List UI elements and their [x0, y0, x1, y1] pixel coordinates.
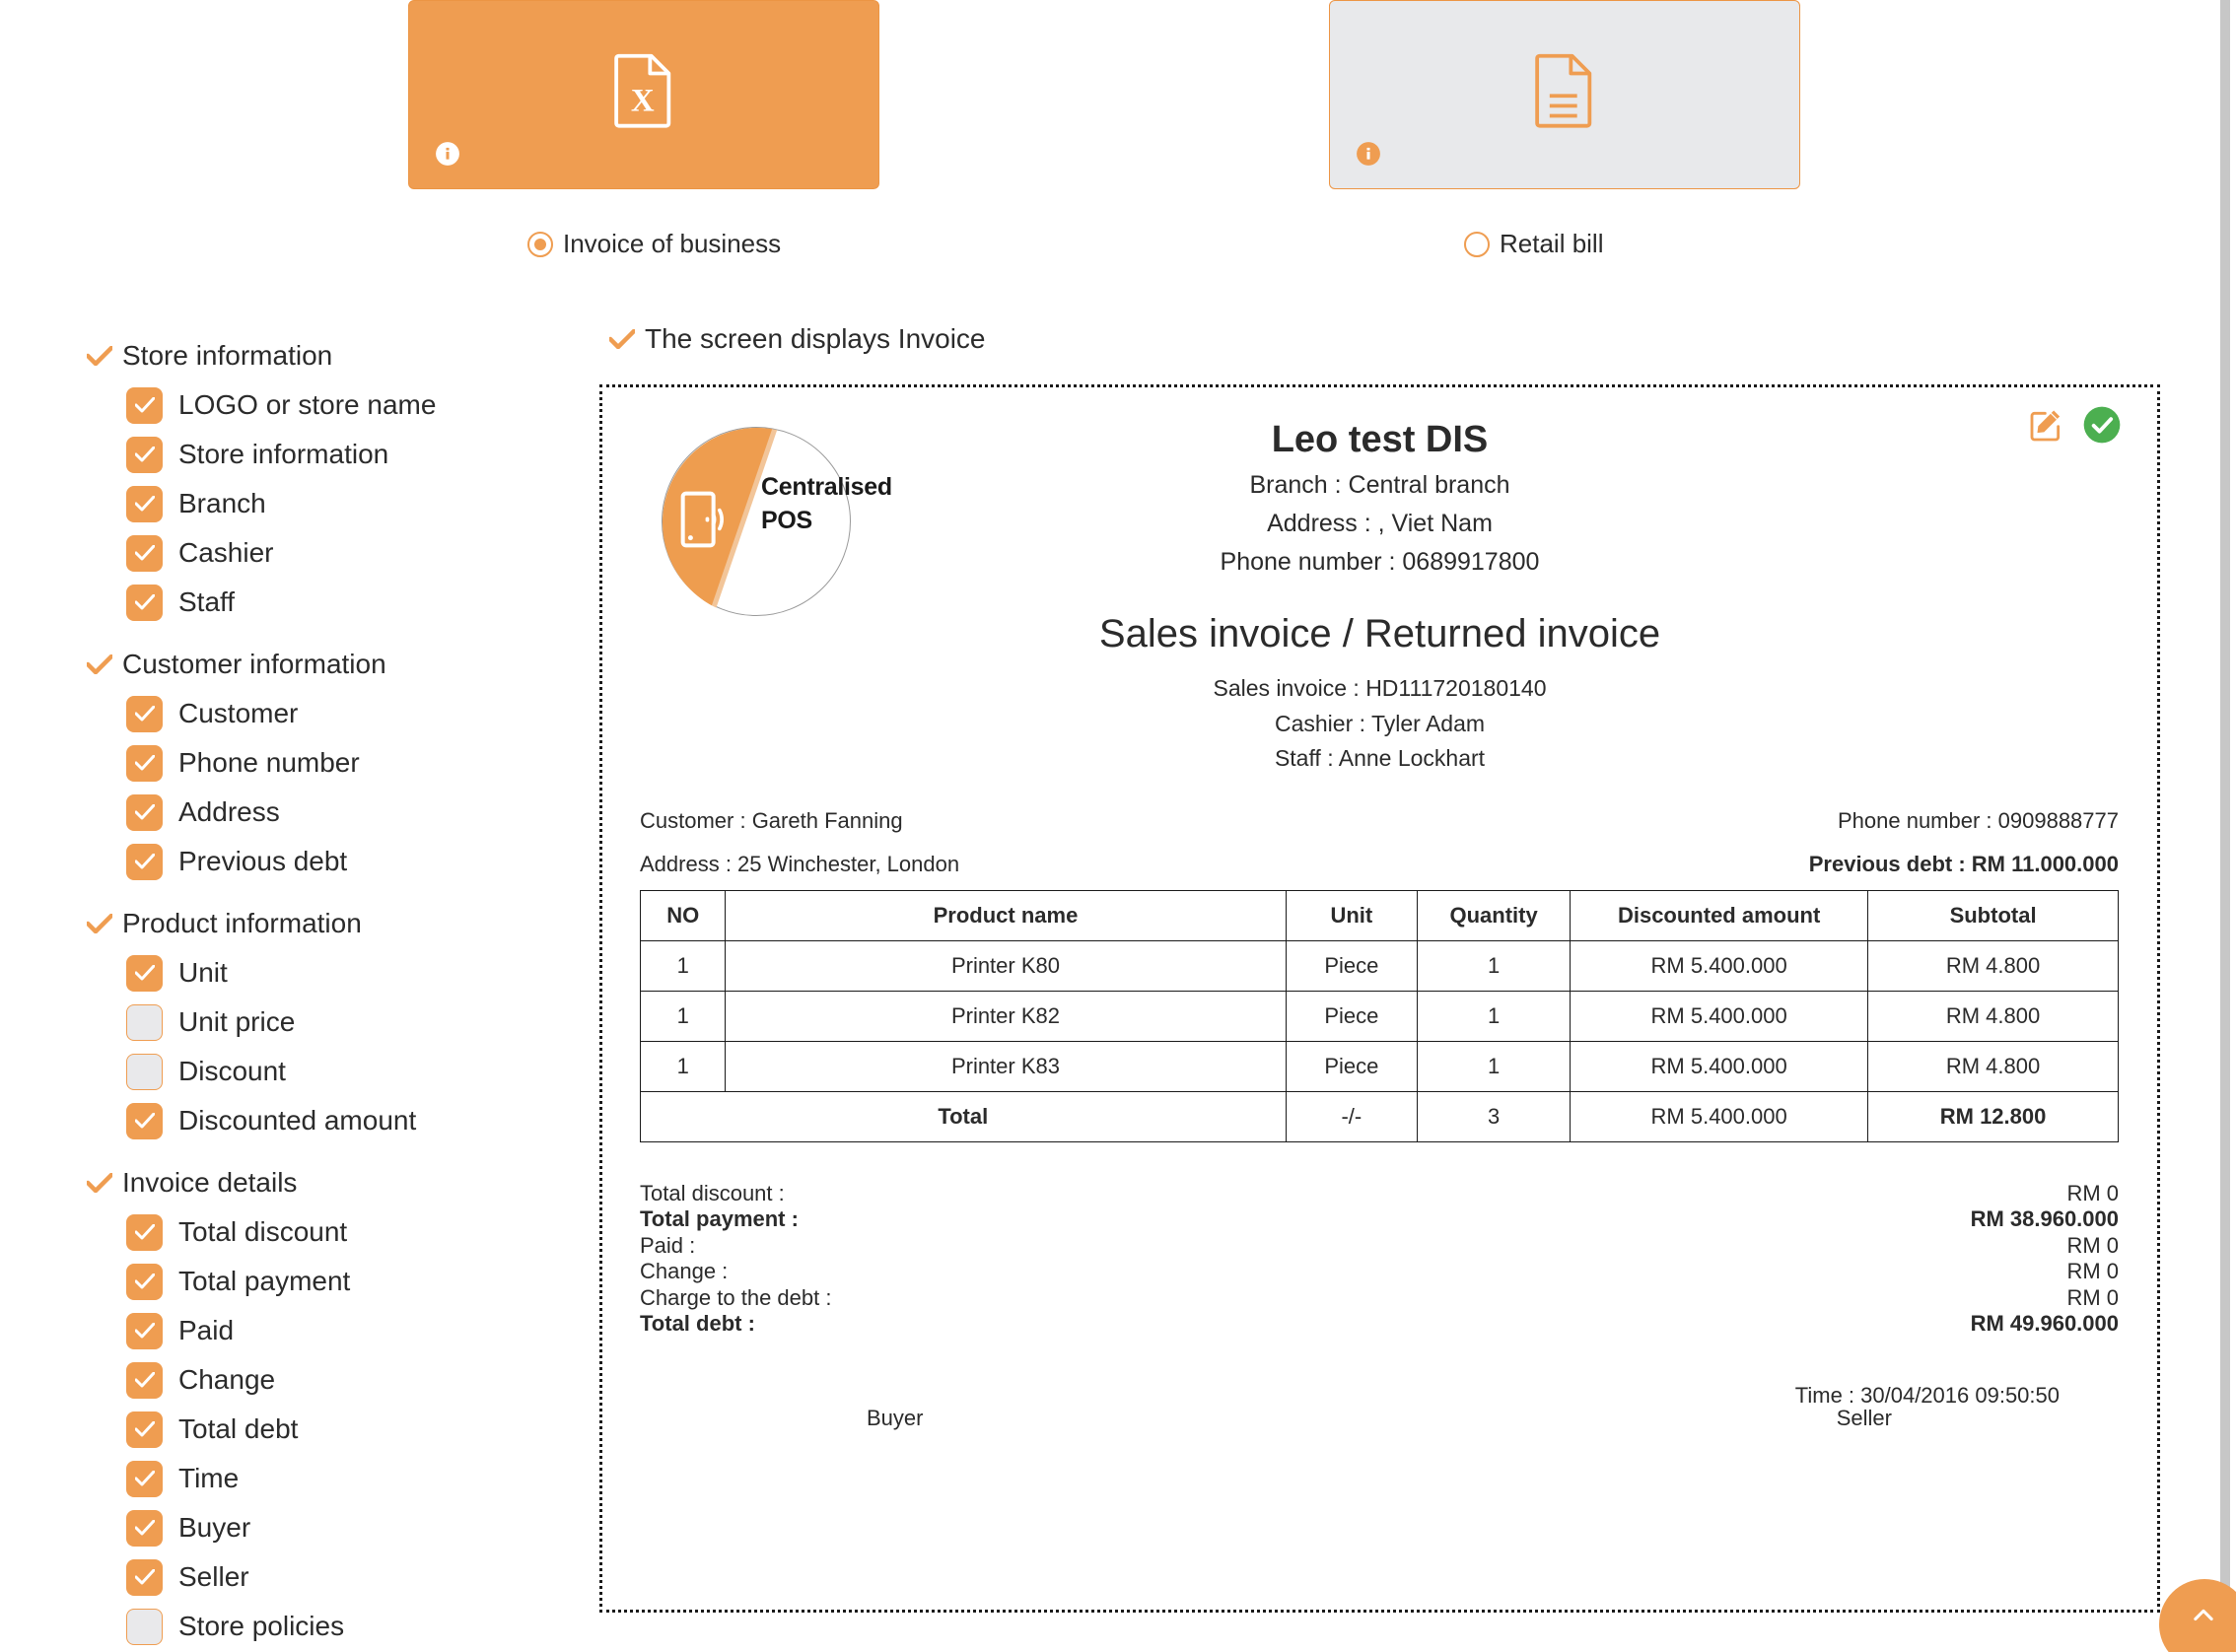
svg-text:X: X [631, 83, 655, 118]
